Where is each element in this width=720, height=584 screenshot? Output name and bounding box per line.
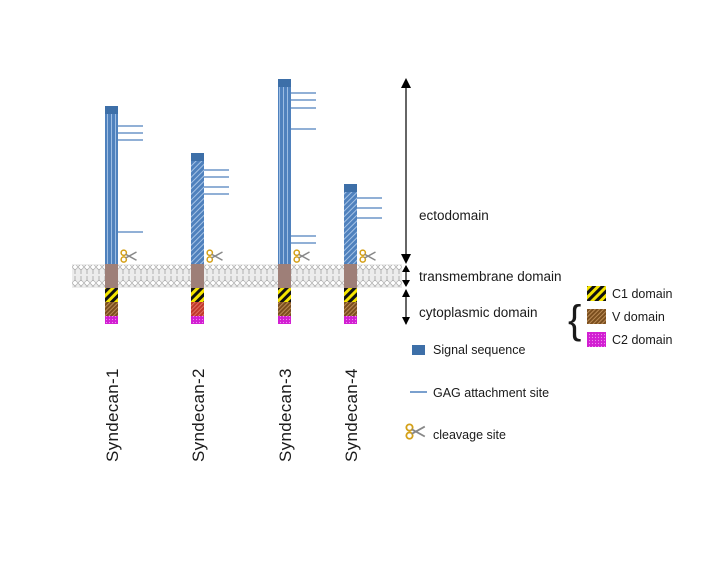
- c2-domain: [105, 316, 118, 324]
- syndecan-3-name: Syndecan-3: [276, 368, 295, 462]
- syndecan-3-protein: [278, 79, 316, 324]
- c2-domain-label: C2 domain: [612, 333, 672, 347]
- feature-legend: Signal sequence GAG attachment site clea…: [405, 343, 549, 442]
- signal-sequence: [105, 106, 118, 114]
- c1-domain: [278, 288, 291, 302]
- cytoplasmic-label: cytoplasmic domain: [419, 305, 538, 320]
- c1-domain-label: C1 domain: [612, 287, 672, 301]
- v-domain-swatch: [587, 309, 606, 324]
- v-domain: [344, 302, 357, 316]
- ectodomain-label: ectodomain: [419, 208, 489, 223]
- signal-sequence: [278, 79, 291, 87]
- gag-site-label: GAG attachment site: [433, 386, 549, 400]
- v-domain: [278, 302, 291, 316]
- cleavage-scissors-icon: [359, 249, 376, 263]
- ectodomain-bar: [278, 86, 291, 264]
- c1-domain: [344, 288, 357, 302]
- signal-sequence: [191, 153, 204, 161]
- signal-sequence: [344, 184, 357, 192]
- v-domain: [105, 302, 118, 316]
- ectodomain-bar: [344, 191, 357, 264]
- transmembrane-segment: [105, 264, 118, 288]
- v-domain: [191, 302, 204, 316]
- syndecan-names: Syndecan-1 Syndecan-2 Syndecan-3 Syndecan-4: [103, 368, 361, 462]
- signal-sequence-swatch: [412, 345, 425, 355]
- c1-domain: [191, 288, 204, 302]
- c2-domain: [344, 316, 357, 324]
- syndecan-2-name: Syndecan-2: [189, 368, 208, 462]
- c1-domain: [105, 288, 118, 302]
- syndecan-2-protein: [191, 153, 229, 324]
- transmembrane-segment: [191, 264, 204, 288]
- c1-domain-swatch: [587, 286, 606, 301]
- c2-domain: [191, 316, 204, 324]
- c2-domain-swatch: [587, 332, 606, 347]
- c2-domain: [278, 316, 291, 324]
- syndecan-proteins: [105, 79, 382, 324]
- transmembrane-label: transmembrane domain: [419, 269, 562, 284]
- scissors-icon: [405, 423, 426, 440]
- ectodomain-bar: [191, 160, 204, 264]
- ectodomain-bar: [105, 113, 118, 264]
- region-arrows: [401, 78, 411, 325]
- signal-sequence-label: Signal sequence: [433, 343, 525, 357]
- syndecan-4-name: Syndecan-4: [342, 368, 361, 462]
- v-domain-label: V domain: [612, 310, 665, 324]
- transmembrane-segment: [278, 264, 291, 288]
- cleavage-scissors-icon: [120, 249, 137, 263]
- cleavage-scissors-icon: [206, 249, 223, 263]
- syndecan-1-name: Syndecan-1: [103, 368, 122, 462]
- cytoplasmic-subdomain-legend: { C1 domain V domain C2 domain: [568, 286, 672, 347]
- transmembrane-segment: [344, 264, 357, 288]
- syndecan-4-protein: [344, 184, 382, 324]
- cleavage-scissors-icon: [293, 249, 310, 263]
- curly-brace: {: [568, 298, 581, 342]
- cleavage-site-label: cleavage site: [433, 428, 506, 442]
- syndecan-1-protein: [105, 106, 143, 324]
